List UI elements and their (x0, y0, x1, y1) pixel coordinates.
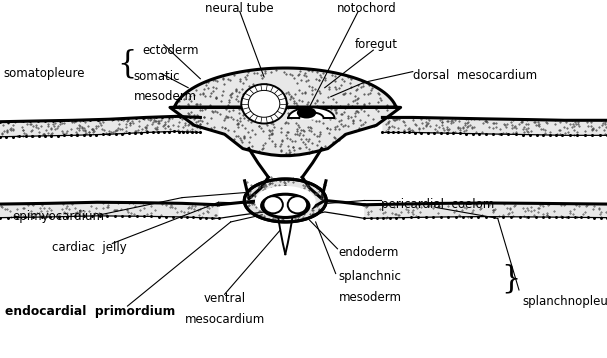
Text: somatopleure: somatopleure (3, 67, 84, 80)
Text: }: } (501, 264, 520, 295)
Ellipse shape (244, 179, 327, 222)
Polygon shape (170, 68, 401, 156)
Ellipse shape (255, 186, 316, 216)
Text: neural tube: neural tube (205, 3, 274, 15)
Polygon shape (0, 202, 219, 218)
Ellipse shape (288, 196, 307, 213)
Text: mesoderm: mesoderm (134, 90, 197, 103)
Text: endocardial  primordium: endocardial primordium (5, 305, 175, 318)
Text: somatic: somatic (134, 71, 180, 83)
Text: epimyocardium: epimyocardium (12, 210, 104, 223)
Text: splanchnopleure: splanchnopleure (522, 295, 607, 308)
Text: pericardial  coelom: pericardial coelom (381, 198, 495, 211)
Text: ventral: ventral (203, 292, 246, 305)
Polygon shape (0, 116, 200, 137)
Polygon shape (364, 203, 607, 218)
Text: ectoderm: ectoderm (143, 44, 199, 57)
Text: dorsal  mesocardium: dorsal mesocardium (413, 69, 537, 82)
Text: mesocardium: mesocardium (185, 313, 265, 326)
Text: {: { (117, 49, 137, 80)
Text: cardiac  jelly: cardiac jelly (52, 241, 126, 253)
Polygon shape (382, 117, 607, 135)
Ellipse shape (248, 90, 280, 117)
Circle shape (297, 107, 316, 118)
Text: mesoderm: mesoderm (339, 291, 402, 304)
Ellipse shape (263, 196, 283, 213)
Text: notochord: notochord (337, 3, 397, 15)
Text: foregut: foregut (355, 38, 398, 51)
Text: splanchnic: splanchnic (339, 270, 402, 283)
Text: endoderm: endoderm (339, 246, 399, 259)
Ellipse shape (262, 194, 309, 218)
Ellipse shape (242, 84, 287, 124)
